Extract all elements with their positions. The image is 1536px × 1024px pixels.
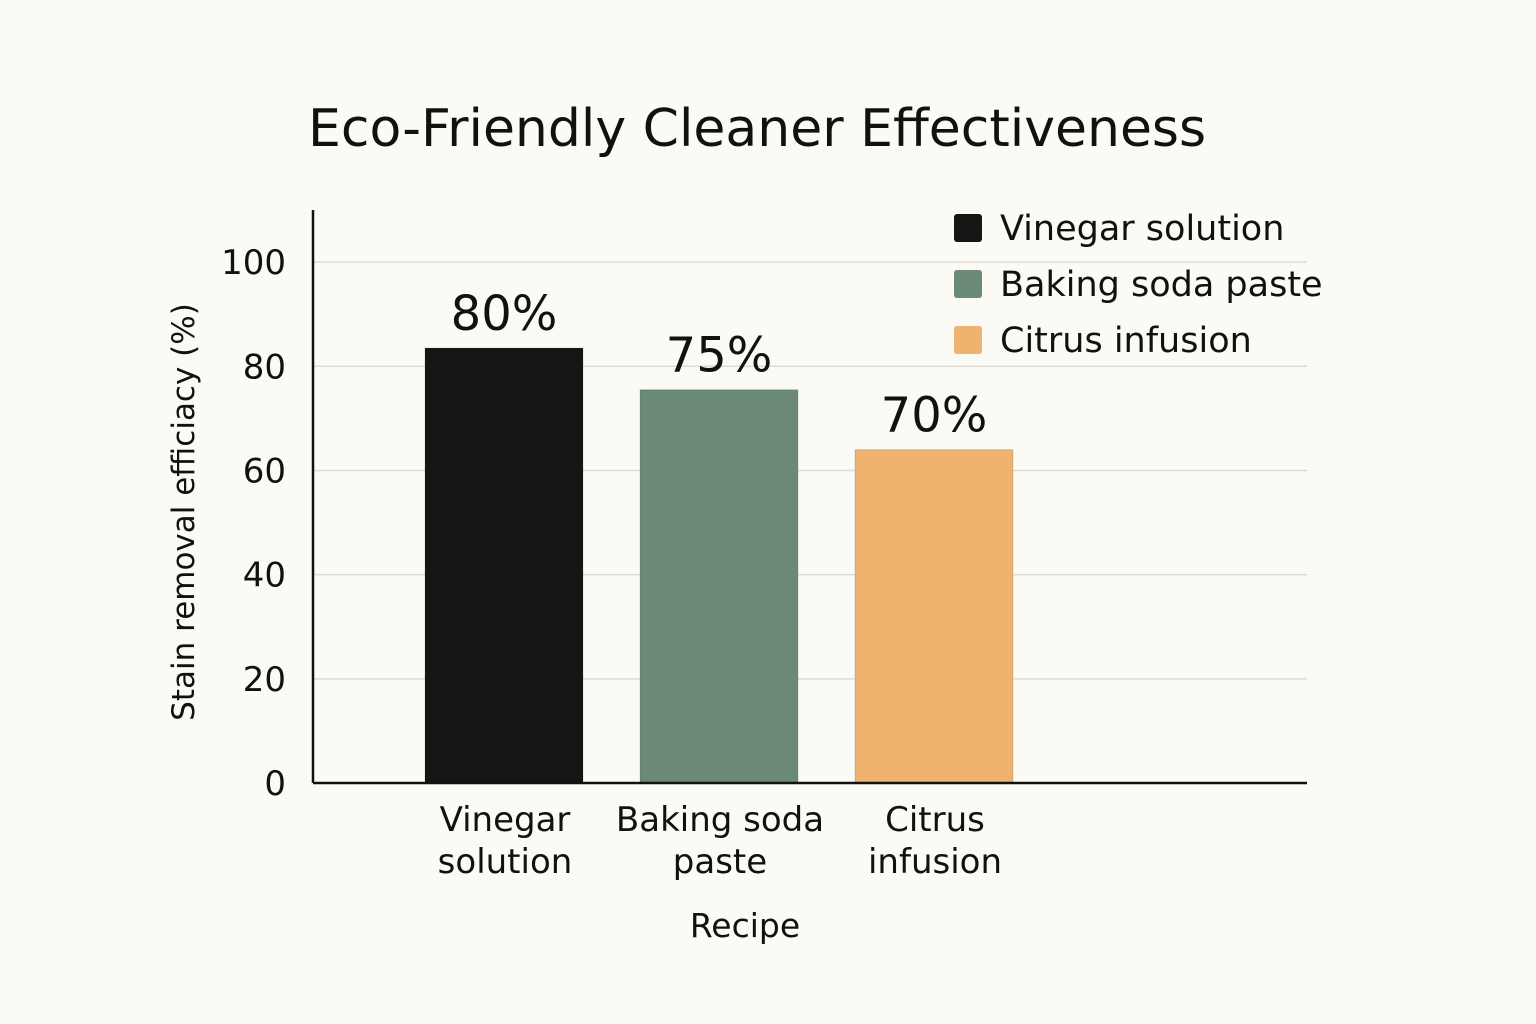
y-tick-label-80: 80	[243, 347, 286, 387]
y-tick-labels: 0 20 40 60 80 100	[221, 243, 286, 804]
bar-2	[854, 449, 1014, 784]
y-tick-label-60: 60	[243, 451, 286, 491]
legend-swatch-0	[954, 214, 982, 242]
data-labels: 80% 75% 70%	[451, 286, 988, 444]
y-tick-label-100: 100	[221, 243, 286, 283]
x-tick-label-2-line-1: infusion	[868, 842, 1002, 882]
x-tick-label-0-line-1: solution	[438, 842, 573, 882]
legend-label-2: Citrus infusion	[1000, 321, 1252, 361]
x-tick-label-1-line-1: paste	[673, 842, 767, 882]
legend: Vinegar solution Baking soda paste Citrus …	[954, 209, 1323, 361]
data-label-2: 70%	[881, 388, 988, 444]
legend-swatch-1	[954, 270, 982, 298]
legend-swatch-2	[954, 326, 982, 354]
bar-0	[424, 347, 584, 784]
axes	[311, 210, 1307, 785]
data-label-0: 80%	[451, 286, 558, 342]
y-tick-label-20: 20	[243, 660, 286, 700]
x-tick-label-1-line-0: Baking soda	[616, 800, 824, 840]
legend-label-0: Vinegar solution	[1000, 209, 1284, 249]
y-tick-label-0: 0	[264, 764, 286, 804]
bars	[424, 347, 1014, 784]
y-axis-label: Stain removal efficiacy (%)	[166, 303, 202, 721]
x-axis-label: Recipe	[690, 906, 800, 945]
x-tick-label-0-line-0: Vinegar	[440, 800, 571, 840]
data-label-1: 75%	[666, 328, 773, 384]
x-tick-label-2-line-0: Citrus	[885, 800, 985, 840]
y-tick-label-40: 40	[243, 556, 286, 596]
bar-1	[639, 389, 799, 784]
chart-title: Eco-Friendly Cleaner Effectiveness	[308, 99, 1206, 159]
legend-label-1: Baking soda paste	[1000, 265, 1323, 305]
